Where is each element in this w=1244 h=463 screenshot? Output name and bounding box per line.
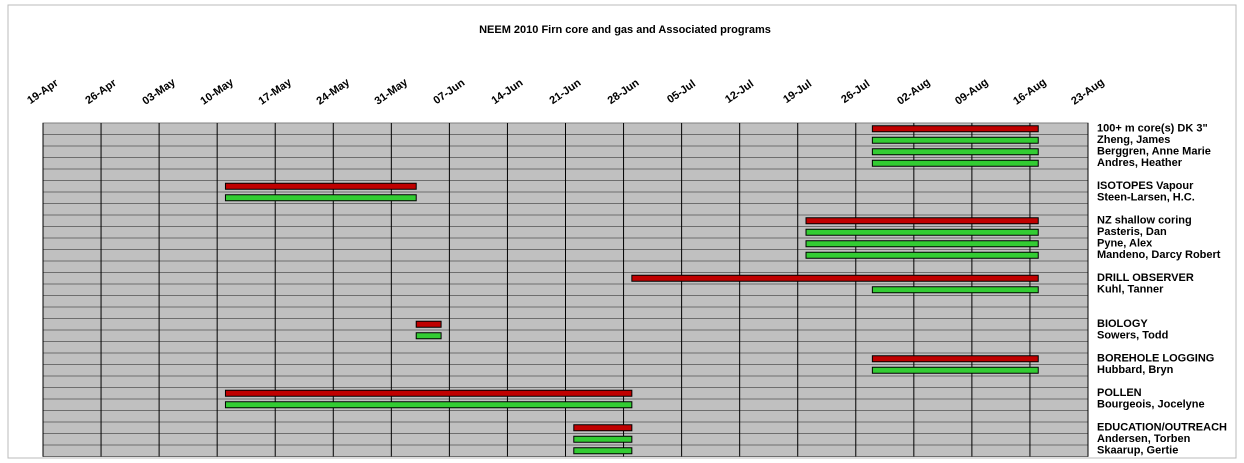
bar [224,182,417,190]
row-label: Steen-Larsen, H.C. [1097,192,1195,204]
bar [573,435,633,443]
bar [871,355,1039,363]
row-label: DRILL OBSERVER [1097,272,1194,284]
bar [573,424,633,432]
row-label: BOREHOLE LOGGING [1097,353,1214,365]
row-label: BIOLOGY [1097,318,1148,330]
row-label: Mandeno, Darcy Robert [1097,249,1221,261]
row-label: Hubbard, Bryn [1097,364,1174,376]
bar [631,274,1039,282]
row-label: 100+ m core(s) DK 3" [1097,123,1208,135]
bar [871,286,1039,294]
bar [805,240,1039,248]
bar [871,148,1039,156]
bar [805,217,1039,225]
chart-title: NEEM 2010 Firn core and gas and Associat… [479,24,771,36]
bar [871,125,1039,133]
bar [224,194,417,202]
row-label: Andres, Heather [1097,157,1183,169]
bar [805,228,1039,236]
bar [573,447,633,455]
bar [224,389,633,397]
bar [415,332,442,340]
row-label: Bourgeois, Jocelyne [1097,399,1205,411]
bar [224,401,633,409]
bar [871,159,1039,167]
row-label: Kuhl, Tanner [1097,284,1164,296]
row-label: Berggren, Anne Marie [1097,146,1211,158]
bar [415,320,442,328]
row-label: Sowers, Todd [1097,330,1168,342]
bar [805,251,1039,259]
row-label: Andersen, Torben [1097,433,1191,445]
row-label: Pyne, Alex [1097,238,1153,250]
bar [871,136,1039,144]
row-label: Skaarup, Gertie [1097,445,1178,457]
row-label: ISOTOPES Vapour [1097,180,1194,192]
row-label: Zheng, James [1097,134,1170,146]
row-label: Pasteris, Dan [1097,226,1167,238]
bar [871,366,1039,374]
row-label: NZ shallow coring [1097,215,1192,227]
row-label: EDUCATION/OUTREACH [1097,422,1227,434]
row-label: POLLEN [1097,387,1142,399]
